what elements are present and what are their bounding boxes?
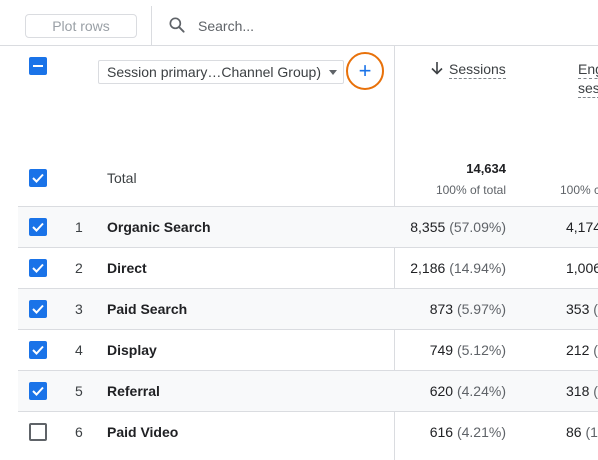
row-number: 4	[75, 342, 83, 358]
row-checkbox[interactable]	[29, 218, 47, 236]
sessions-percent: (5.97%)	[456, 301, 506, 317]
column-divider	[394, 46, 395, 460]
plus-icon: +	[358, 58, 372, 83]
row-number: 2	[75, 260, 83, 276]
sessions-value: 616	[429, 424, 454, 440]
toolbar-divider	[151, 6, 152, 46]
sessions-percent: (57.09%)	[449, 219, 506, 235]
plot-rows-button[interactable]: Plot rows	[25, 14, 137, 38]
engaged-sessions-value: 1,006	[566, 260, 598, 276]
sessions-cell: 749 (5.12%)	[430, 342, 506, 358]
sessions-percent: (4.21%)	[456, 424, 506, 440]
engaged-sessions-cell: 353 (5	[566, 301, 598, 317]
sessions-value: 2,186	[410, 260, 446, 276]
sessions-percent: (4.24%)	[456, 383, 506, 399]
row-number: 6	[75, 424, 83, 440]
total-engaged-percent: 100% c	[560, 183, 598, 197]
table-toolbar	[0, 0, 598, 46]
sessions-cell: 616 (4.21%)	[430, 424, 506, 440]
check-icon	[32, 304, 44, 314]
add-dimension-button[interactable]: +	[346, 52, 384, 90]
table-row[interactable]: 2 Direct 2,186 (14.94%) 1,006 (1	[18, 247, 598, 288]
engaged-sessions-column-header-line2[interactable]: ses	[578, 80, 598, 98]
check-icon	[32, 345, 44, 355]
table-row[interactable]: 3 Paid Search 873 (5.97%) 353 (5	[18, 288, 598, 329]
row-dimension-label: Paid Video	[107, 424, 179, 440]
indeterminate-icon	[33, 65, 43, 67]
sessions-value: 873	[429, 301, 454, 317]
engaged-sessions-cell: 1,006 (1	[566, 260, 598, 276]
engaged-sessions-cell: 318 (4	[566, 383, 598, 399]
sessions-percent: (5.12%)	[456, 342, 506, 358]
engaged-sessions-value: 212	[566, 342, 590, 358]
sessions-cell: 8,355 (57.09%)	[410, 219, 506, 235]
check-icon	[32, 173, 44, 183]
sessions-percent: (14.94%)	[449, 260, 506, 276]
sessions-value: 749	[429, 342, 454, 358]
row-number: 5	[75, 383, 83, 399]
engaged-sessions-cell: 86 (1	[566, 424, 598, 440]
row-checkbox[interactable]	[29, 382, 47, 400]
engaged-sessions-percent: (4	[593, 383, 598, 399]
row-number: 1	[75, 219, 83, 235]
row-checkbox[interactable]	[29, 259, 47, 277]
total-sessions-percent: 100% of total	[435, 183, 506, 197]
check-icon	[32, 386, 44, 396]
engaged-sessions-value: 86	[566, 424, 582, 440]
search-icon	[169, 17, 185, 33]
sessions-cell: 620 (4.24%)	[430, 383, 506, 399]
dimension-select-label: Session primary…Channel Group)	[107, 64, 321, 80]
total-row-checkbox[interactable]	[29, 169, 47, 187]
engaged-sessions-cell: 212 (3	[566, 342, 598, 358]
engaged-sessions-percent: (1	[585, 424, 598, 440]
row-dimension-label: Paid Search	[107, 301, 188, 317]
engaged-sessions-column-header[interactable]: Eng	[578, 61, 598, 79]
row-number: 3	[75, 301, 83, 317]
engaged-sessions-percent: (5	[593, 301, 598, 317]
engaged-sessions-value: 318	[566, 383, 590, 399]
engaged-sessions-percent: (3	[593, 342, 598, 358]
table-row[interactable]: 6 Paid Video 616 (4.21%) 86 (1	[18, 411, 598, 452]
search-input[interactable]	[198, 15, 438, 37]
row-checkbox[interactable]	[29, 341, 47, 359]
row-dimension-label: Direct	[107, 260, 147, 276]
table-row[interactable]: 4 Display 749 (5.12%) 212 (3	[18, 329, 598, 370]
arrow-down-icon[interactable]	[430, 60, 444, 76]
row-checkbox[interactable]	[29, 300, 47, 318]
sessions-value: 8,355	[410, 219, 446, 235]
row-checkbox[interactable]	[29, 423, 47, 441]
select-all-checkbox[interactable]	[29, 57, 47, 75]
engaged-sessions-value: 4,174	[566, 219, 598, 235]
row-dimension-label: Organic Search	[107, 219, 211, 235]
dimension-select[interactable]: Session primary…Channel Group)	[98, 60, 344, 84]
row-dimension-label: Display	[107, 342, 157, 358]
chevron-down-icon	[329, 70, 337, 75]
row-dimension-label: Referral	[107, 383, 160, 399]
engaged-sessions-value: 353	[566, 301, 590, 317]
table-row[interactable]: 1 Organic Search 8,355 (57.09%) 4,174 (6	[18, 206, 598, 247]
engaged-sessions-cell: 4,174 (6	[566, 219, 598, 235]
total-sessions-value: 14,634	[466, 161, 506, 176]
sessions-cell: 873 (5.97%)	[430, 301, 506, 317]
sessions-cell: 2,186 (14.94%)	[410, 260, 506, 276]
sessions-column-header[interactable]: Sessions	[449, 61, 506, 79]
check-icon	[32, 263, 44, 273]
sessions-value: 620	[429, 383, 454, 399]
table-row[interactable]: 5 Referral 620 (4.24%) 318 (4	[18, 370, 598, 411]
total-label: Total	[107, 170, 137, 186]
check-icon	[32, 222, 44, 232]
